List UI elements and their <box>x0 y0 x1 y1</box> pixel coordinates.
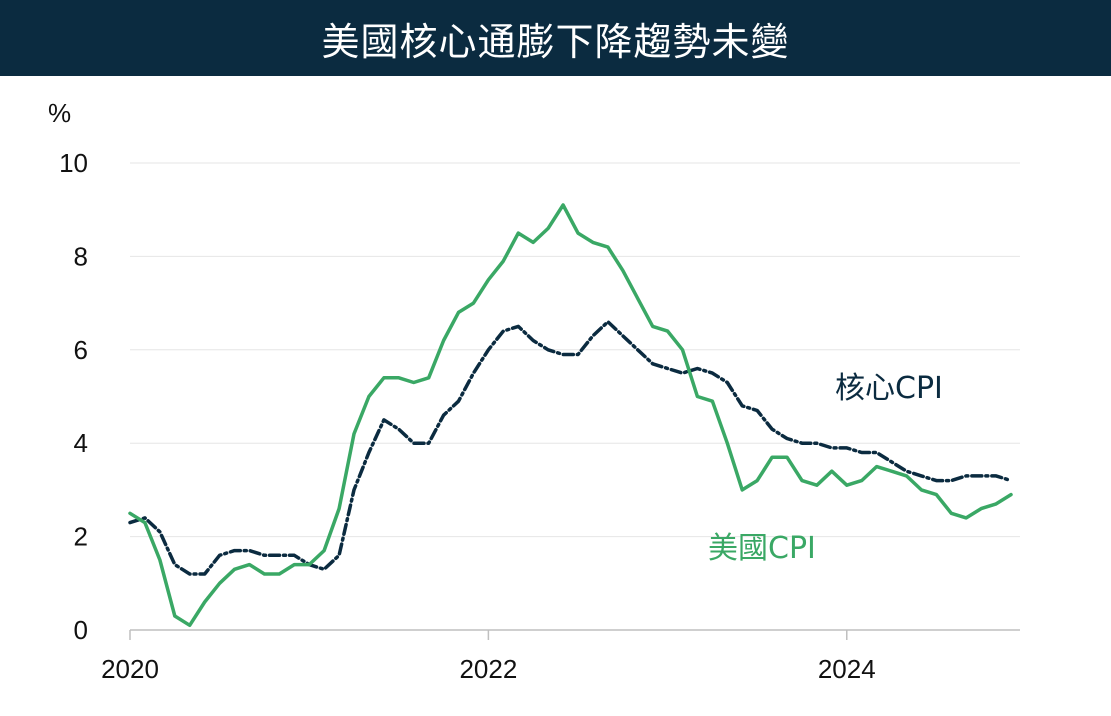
series <box>128 203 1013 628</box>
series-label-core: 核心CPI <box>835 371 943 406</box>
y-tick-label: 2 <box>74 522 88 552</box>
y-tick-label: 8 <box>74 241 88 271</box>
series-line-us-cpi <box>128 203 1013 628</box>
axes: 0 2 4 6 8 10 2020 2022 2024 <box>59 148 1020 684</box>
y-tick-label: 6 <box>74 335 88 365</box>
chart-title: 美國核心通膨下降趨勢未變 <box>321 19 790 64</box>
y-tick-label: 0 <box>74 615 88 645</box>
chart-header: 美國核心通膨下降趨勢未變 <box>0 0 1111 76</box>
y-unit-label: % <box>48 98 71 128</box>
y-tick-label: 4 <box>74 428 88 458</box>
series-label-cpi: 美國CPI <box>708 531 816 566</box>
x-tick-label: 2020 <box>101 654 159 684</box>
grid-lines <box>130 162 1020 538</box>
x-tick-label: 2024 <box>818 654 876 684</box>
y-tick-label: 10 <box>59 148 88 178</box>
x-tick-label: 2022 <box>459 654 517 684</box>
series-line-core-cpi <box>128 320 1013 576</box>
